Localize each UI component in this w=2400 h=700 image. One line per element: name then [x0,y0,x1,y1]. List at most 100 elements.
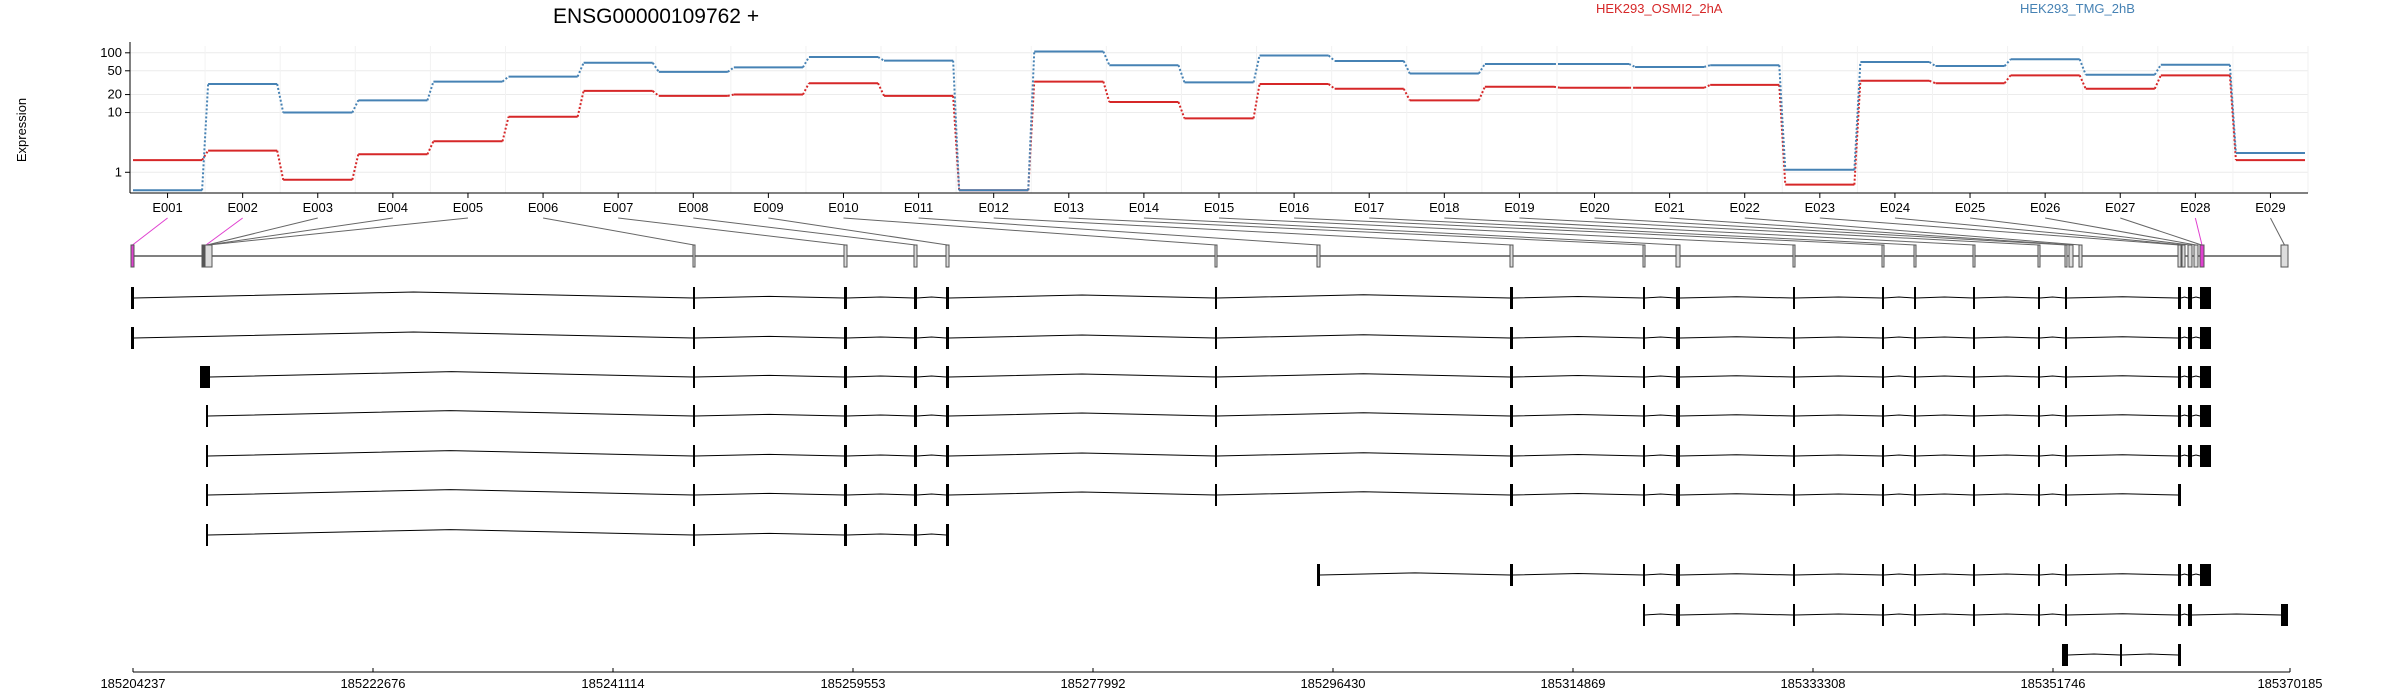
series-transition [2003,58,2012,67]
y-tick-label: 100 [100,45,122,60]
gene-exon-E019 [2037,244,2041,268]
intron [2191,336,2201,339]
intron [2066,414,2179,417]
transcript-exon [2065,564,2067,586]
transcript-5 [206,445,2211,467]
transcript-exon [200,366,210,388]
intron [1679,296,1794,299]
series-transition [802,56,810,68]
transcript-exon [2065,287,2067,309]
transcript-8 [1317,564,2211,586]
transcript-exon [2188,366,2192,388]
series-transition [1703,64,1711,68]
transcript-exon [2188,445,2192,467]
transcript-exon [2178,604,2181,626]
intron [1679,336,1794,339]
intron [948,412,1216,417]
x-tick-label: E008 [678,200,708,215]
intron [1644,493,1677,496]
intron [2180,454,2189,457]
gene-exon-E008 [913,244,918,268]
x-tick-label: E022 [1730,200,1760,215]
series-transition [2003,74,2012,84]
transcript-exon [1643,405,1645,427]
exon-connector [132,217,168,246]
intron [2180,336,2189,339]
intron [207,489,694,496]
transcript-exon [844,366,847,388]
intron [916,454,947,457]
transcript-exon [1914,287,1916,309]
transcript-exon [1973,445,1975,467]
series-transition [2153,74,2162,90]
exon-connector [768,217,948,246]
exon-connector [1519,217,2040,246]
transcript-3 [200,366,2211,388]
exon-connector [2194,217,2203,246]
series-transition [1102,51,1111,66]
intron [1512,454,1644,457]
transcript-exon [1643,366,1645,388]
exon-connector [1894,217,2184,246]
intron [2039,573,2066,576]
x-tick-label: E007 [603,200,633,215]
transcript-exon [1215,366,1217,388]
intron [916,493,947,496]
series-transition [351,154,360,180]
transcript-exon [1793,564,1795,586]
gene-exon-E012 [1509,244,1514,268]
gene-exon-E009 [945,244,950,268]
transcript-exon [914,287,917,309]
series-transition [201,83,210,191]
intron [1883,414,1915,417]
genomic-tick-label: 185259553 [820,676,885,691]
intron [2039,375,2066,378]
intron [1915,454,1974,457]
transcript-exon [1215,287,1217,309]
x-tick-label: E014 [1129,200,1159,215]
intron [2191,573,2201,576]
transcript-exon [2038,564,2040,586]
intron [1216,294,1511,299]
transcript-exon [2178,484,2181,506]
intron [1794,375,1883,378]
intron [2039,493,2066,496]
transcript-exon [1793,484,1795,506]
exon-connector [918,217,1319,246]
intron [948,294,1216,299]
intron [2191,375,2201,378]
exon-connector [1669,217,2072,246]
series-transition [1328,83,1336,90]
transcript-exon [1643,604,1645,626]
intron [846,454,915,457]
transcript-exon [2178,327,2181,349]
gene-exon-E005 [204,244,213,268]
series-transition [1252,55,1261,83]
transcript-exon [1793,604,1795,626]
genomic-tick-label: 185222676 [340,676,405,691]
transcript-exon [2065,405,2067,427]
series-transition [2078,58,2087,76]
intron [1644,573,1677,576]
series-transition [426,81,435,101]
intron [2191,414,2201,417]
series-transition [1177,64,1186,83]
intron [2039,613,2066,616]
x-tick-label: E016 [1279,200,1309,215]
exon-connector [2270,217,2285,246]
series-transition [1177,101,1186,119]
intron [1644,296,1677,299]
exon-connector [1369,217,1916,246]
x-tick-label: E011 [904,200,933,215]
transcript-exon [2178,564,2181,586]
transcript-exon [206,484,208,506]
transcript-exon [2178,644,2181,666]
x-tick-label: E026 [2030,200,2060,215]
intron [2067,653,2121,656]
intron [1915,613,1974,616]
transcript-exon [693,524,695,546]
intron [1974,454,2039,457]
x-tick-label: E027 [2105,200,2135,215]
transcript-exon [2038,366,2040,388]
gene-exon-E016 [1881,244,1885,268]
